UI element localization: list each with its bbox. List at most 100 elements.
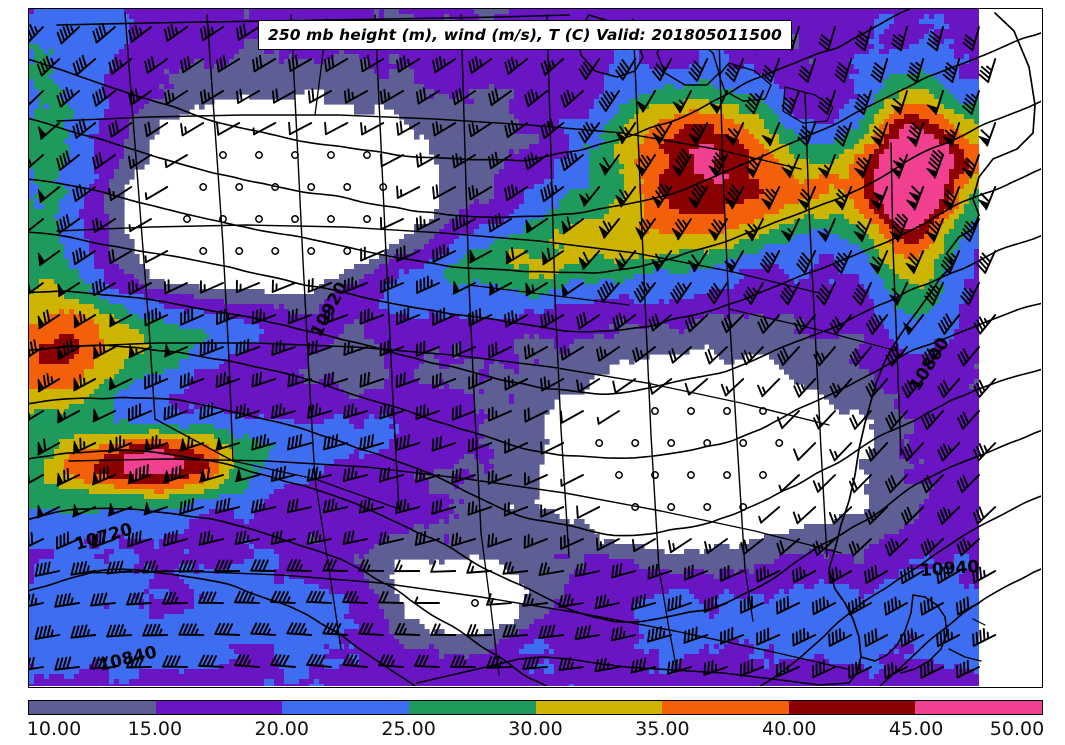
wind-barb — [864, 564, 889, 585]
wind-barb — [976, 250, 997, 274]
colorbar-tick-label: 40.00 — [762, 718, 817, 740]
map-boundary — [206, 14, 234, 462]
wind-barb — [143, 434, 169, 453]
wind-barb — [415, 87, 440, 105]
wind-barb — [178, 623, 205, 636]
wind-barb — [559, 410, 584, 424]
wind-barb — [936, 628, 961, 648]
wind-barb — [306, 653, 332, 668]
wind-barb — [756, 565, 781, 583]
wind-barb — [56, 467, 80, 487]
wind-barb — [307, 247, 316, 255]
wind-barb — [255, 215, 263, 223]
wind-barb — [306, 590, 332, 604]
colorbar-tick-label: 45.00 — [888, 718, 944, 740]
wind-barb — [921, 346, 944, 367]
wind-barb — [864, 506, 889, 525]
wind-barb — [972, 566, 997, 584]
wind-barb — [396, 245, 421, 262]
wind-barb — [379, 183, 388, 191]
wind-barb — [271, 403, 296, 419]
wind-barb — [781, 90, 800, 115]
wind-barb — [342, 466, 368, 482]
wind-barb — [488, 88, 512, 107]
wind-barb — [323, 308, 349, 325]
wind-barb — [758, 506, 781, 524]
wind-barb — [937, 442, 961, 462]
wind-barb — [29, 410, 44, 425]
wind-barb — [576, 505, 601, 519]
wind-barb — [942, 122, 961, 147]
wind-barb — [870, 58, 889, 83]
wind-barb — [250, 622, 277, 636]
wind-barb — [234, 654, 260, 668]
map-boundary — [68, 458, 842, 554]
wind-barb — [394, 622, 421, 636]
wind-barb — [612, 312, 637, 331]
wind-barb — [688, 183, 709, 209]
wind-barb — [29, 24, 44, 46]
wind-barb — [865, 442, 889, 462]
wind-barb — [164, 24, 188, 42]
wind-barb — [54, 656, 80, 671]
wind-barb — [72, 437, 97, 455]
wind-barb — [671, 218, 692, 241]
wind-barb — [796, 250, 817, 274]
wind-barb — [828, 506, 853, 525]
wind-barb — [631, 439, 640, 447]
wind-barb — [956, 474, 980, 494]
wind-barb — [215, 308, 241, 325]
wind-barb — [558, 593, 584, 609]
wind-barb — [431, 372, 457, 389]
wind-barb — [179, 498, 205, 515]
wind-barb — [396, 55, 421, 73]
wind-barb — [955, 596, 980, 616]
wind-barb — [596, 346, 620, 362]
wind-barb — [635, 154, 656, 177]
wind-barb — [487, 151, 512, 170]
wind-barb — [817, 154, 836, 179]
wind-barb — [466, 561, 493, 574]
wind-barb — [251, 308, 277, 325]
wind-barb — [322, 559, 349, 572]
wind-barb — [739, 659, 764, 677]
wind-barb — [468, 56, 493, 74]
wind-barb — [667, 439, 676, 447]
wind-barb — [709, 90, 728, 114]
wind-barb — [127, 464, 152, 485]
wind-barb — [451, 87, 476, 106]
colorbar-band — [915, 701, 1042, 714]
colorbar-tick-label: 20.00 — [254, 718, 309, 740]
wind-barb — [395, 498, 421, 515]
wind-barb — [833, 186, 853, 211]
wind-barb — [504, 375, 529, 391]
wind-barb — [598, 90, 620, 112]
wind-barb — [960, 282, 980, 306]
wind-barb — [670, 282, 692, 304]
wind-barb — [451, 214, 476, 232]
wind-barb — [759, 250, 781, 274]
wind-barb — [108, 376, 133, 391]
wind-barb — [793, 378, 817, 398]
wind-barb — [395, 372, 421, 389]
wind-barb — [432, 184, 457, 200]
wind-barb — [469, 249, 493, 264]
wind-barb — [323, 433, 349, 451]
wind-barb — [415, 152, 440, 168]
wind-barb — [523, 533, 548, 549]
wind-barb — [560, 474, 584, 487]
wind-barb — [394, 559, 421, 573]
wind-barb — [612, 378, 637, 394]
wind-barb — [720, 378, 745, 397]
wind-barb — [853, 218, 872, 243]
wind-barb — [360, 54, 385, 73]
wind-barb — [504, 120, 529, 139]
wind-barb — [890, 90, 908, 115]
wind-barb — [720, 565, 745, 582]
wind-barb — [578, 121, 601, 144]
wind-barb — [595, 439, 604, 447]
map-boundary — [546, 14, 570, 558]
wind-barb — [162, 655, 188, 668]
wind-barb — [215, 371, 241, 388]
wind-barb — [271, 339, 296, 356]
